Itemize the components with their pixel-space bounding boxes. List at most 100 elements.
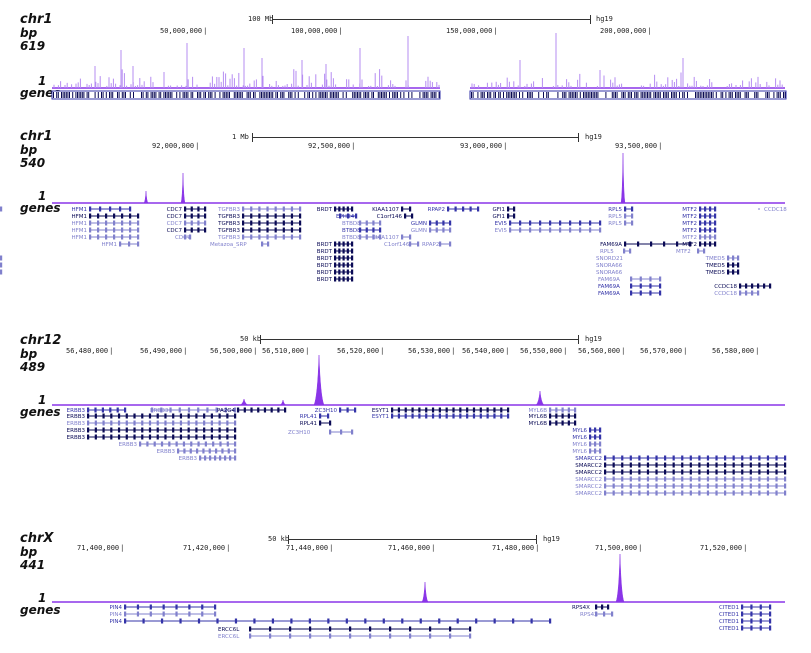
track-panel-1: chr1 bp 619 1 genes 100 Mb hg19 50,000,0… (0, 0, 811, 120)
gene-exon (699, 241, 702, 247)
gene-exon (175, 604, 178, 610)
gene-exon (277, 407, 280, 413)
gene-density-mark (498, 92, 500, 98)
axis-tick: 92,000,000 (152, 142, 199, 150)
gene-exon (715, 455, 718, 461)
gene-exon (226, 441, 229, 447)
track-panel-2: chr1 bp 540 1 genes 1 Mb hg19 92,000,000… (0, 120, 811, 320)
gene-exon (681, 462, 684, 468)
gene-label: BRDT (317, 256, 333, 262)
gene-density-mark (57, 92, 59, 98)
gene-exon (594, 434, 597, 440)
gene-density-mark (352, 92, 354, 98)
gene-exon (784, 490, 787, 496)
gene-density-mark (192, 92, 194, 98)
gene-density-mark (765, 92, 767, 98)
gene-exon (89, 206, 92, 212)
gene-exon (741, 462, 744, 468)
gene-label: CITED1 (719, 619, 739, 625)
gene-exon (128, 241, 131, 247)
gene-label: RPL5 (608, 214, 622, 220)
scale-text: 50 kb (240, 335, 262, 343)
gene-density-mark (94, 92, 96, 98)
gene-label: SNORA66 (596, 270, 623, 276)
gene-density-mark (395, 92, 397, 98)
gene-exon (741, 618, 744, 624)
gene-density-mark (309, 92, 310, 98)
gene-exon (258, 213, 261, 219)
gene-exon (261, 241, 264, 247)
gene-exon (745, 283, 748, 289)
gene-density-mark (615, 92, 616, 98)
gene-exon (136, 604, 140, 610)
gene-exon (182, 441, 186, 447)
gene-label: ESYT1 (372, 408, 389, 414)
gene-exon (595, 604, 598, 610)
one-label: 1 (38, 189, 47, 203)
gene-exon (561, 420, 564, 426)
gene-label: PIN4 (109, 605, 122, 611)
gene-exon (629, 462, 632, 468)
gene-density-mark (365, 92, 366, 98)
gene-label: MYL6 (572, 428, 587, 434)
gene-exon (282, 227, 285, 233)
gene-density-mark (430, 92, 432, 98)
gene-exon (512, 618, 515, 624)
gene-exon (689, 483, 692, 489)
signal-peak (535, 390, 545, 406)
gene-label: ERBB3 (67, 421, 86, 427)
gene-exon (475, 618, 478, 624)
gene-density-mark (576, 92, 578, 98)
signal-track (51, 33, 787, 100)
gene-exon (146, 441, 149, 447)
gene-density-mark (592, 92, 594, 98)
gene-exon (724, 462, 727, 468)
gene-exon (110, 434, 113, 440)
gene-density-mark (595, 92, 597, 98)
gene-exon (137, 241, 140, 247)
gene-density-mark (432, 92, 434, 98)
gene-exon (346, 262, 349, 268)
signal-peak (620, 152, 626, 204)
gene-exon (197, 618, 201, 624)
gene-exon (579, 220, 582, 226)
gene-exon (751, 283, 754, 289)
gene-exon (639, 283, 642, 289)
gene-exon (195, 427, 198, 433)
gene-exon (689, 490, 692, 496)
gene-exon (113, 234, 116, 240)
gene-exon (351, 206, 354, 212)
gene-density-mark (97, 92, 99, 98)
axis-tick: 56,520,000 (337, 347, 384, 355)
gene-exon (237, 407, 240, 413)
gene-exon (401, 618, 404, 624)
gene-exon (775, 469, 778, 475)
gene-label: ERBB3 (67, 408, 86, 414)
gene-exon (97, 213, 100, 219)
gene-exon (184, 206, 187, 212)
gene-exon (445, 407, 448, 413)
gene-exon (439, 241, 442, 247)
gene-density-mark (67, 92, 69, 98)
gene-exon (121, 220, 124, 226)
gene-exon (184, 234, 187, 240)
gene-exon (766, 469, 770, 475)
gene-exon (442, 220, 445, 226)
gene-exon (365, 227, 368, 233)
gene-exon (290, 234, 294, 240)
bp-label: bp (20, 26, 38, 40)
track-panel-4: chrX bp 441 1 genes 50 kb hg19 71,400,00… (0, 520, 811, 653)
gene-density-mark (664, 92, 666, 98)
gene-density-mark (262, 92, 264, 98)
gene-exon (346, 206, 349, 212)
gene-density-mark (699, 92, 701, 98)
gene-density-mark (64, 92, 66, 98)
gene-density-mark (611, 92, 613, 98)
scale-bar: 50 kb hg19 (268, 534, 568, 546)
gene-exon (309, 633, 312, 639)
gene-density-mark (709, 92, 711, 98)
gene-exon (197, 407, 200, 413)
gene-exon (250, 213, 253, 219)
gene-label: ERBB3 (157, 449, 176, 455)
gene-exon (750, 625, 753, 631)
